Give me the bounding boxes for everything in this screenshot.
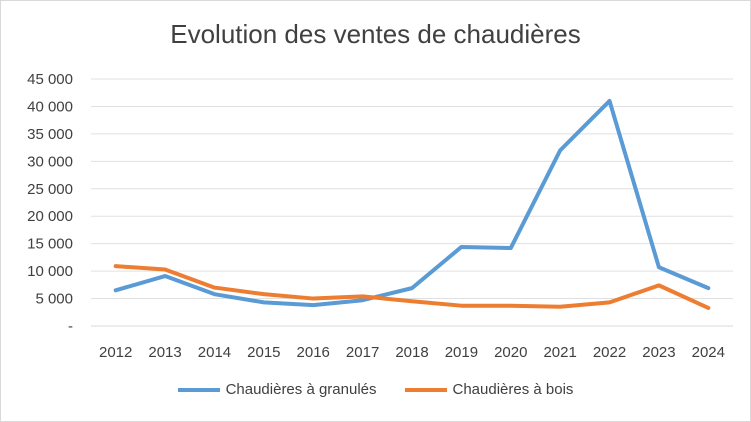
legend-swatch bbox=[404, 387, 447, 392]
x-tick-label: 2016 bbox=[297, 344, 330, 361]
y-tick-label: 15 000 bbox=[27, 236, 73, 253]
x-tick-label: 2022 bbox=[593, 344, 626, 361]
legend-label: Chaudières à bois bbox=[452, 381, 574, 398]
y-tick-label: 25 000 bbox=[27, 181, 73, 198]
y-tick-label: 45 000 bbox=[27, 71, 73, 88]
x-tick-label: 2015 bbox=[247, 344, 280, 361]
x-tick-label: 2021 bbox=[543, 344, 576, 361]
x-tick-label: 2020 bbox=[494, 344, 527, 361]
series-line bbox=[113, 98, 711, 308]
x-tick-label: 2023 bbox=[642, 344, 675, 361]
x-tick-label: 2013 bbox=[148, 344, 181, 361]
x-tick-label: 2012 bbox=[99, 344, 132, 361]
chart-title: Evolution des ventes de chaudières bbox=[170, 19, 581, 49]
x-tick-label: 2018 bbox=[395, 344, 428, 361]
legend-item: Chaudières à bois bbox=[404, 381, 574, 398]
y-tick-label: 10 000 bbox=[27, 263, 73, 280]
y-tick-label: 40 000 bbox=[27, 98, 73, 115]
y-tick-label: - bbox=[68, 318, 73, 335]
x-tick-label: 2014 bbox=[198, 344, 231, 361]
chart-legend: Chaudières à granulés Chaudières à bois bbox=[1, 381, 750, 398]
y-tick-label: 5 000 bbox=[35, 291, 73, 308]
legend-item: Chaudières à granulés bbox=[177, 381, 377, 398]
x-tick-label: 2017 bbox=[346, 344, 379, 361]
x-tick-label: 2019 bbox=[445, 344, 478, 361]
y-tick-label: 20 000 bbox=[27, 208, 73, 225]
legend-label: Chaudières à granulés bbox=[225, 381, 377, 398]
x-tick-label: 2024 bbox=[692, 344, 725, 361]
series-line bbox=[113, 264, 711, 310]
y-tick-label: 35 000 bbox=[27, 126, 73, 143]
y-tick-label: 30 000 bbox=[27, 153, 73, 170]
legend-swatch bbox=[177, 387, 220, 392]
